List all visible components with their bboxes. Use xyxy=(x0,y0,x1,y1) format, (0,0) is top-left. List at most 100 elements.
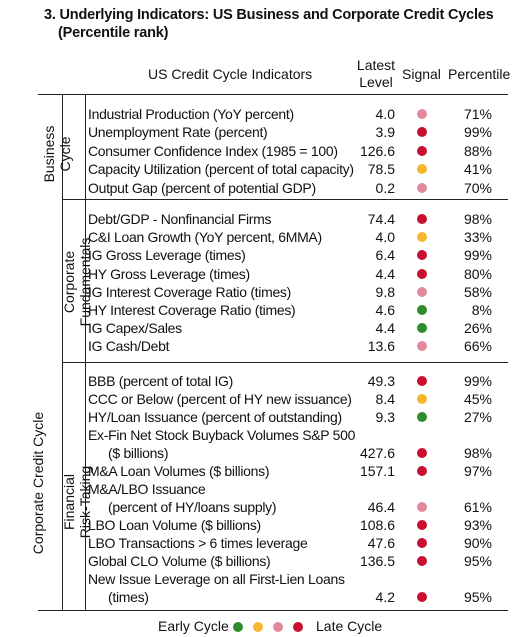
indicator-label: LBO Transactions > 6 times leverage xyxy=(88,535,308,551)
signal-dot-red xyxy=(417,448,427,458)
table-row: Industrial Production (YoY percent) 4.0 71… xyxy=(0,105,517,123)
percentile-value: 99% xyxy=(463,247,492,264)
signal-dot-red xyxy=(417,214,427,224)
signal-dot-red xyxy=(417,145,427,156)
latest-level: 4.0 xyxy=(375,229,395,246)
percentile-value: 27% xyxy=(463,409,492,425)
signal-dot-red xyxy=(417,127,427,138)
signal-dot-yellow xyxy=(417,164,427,175)
title-line-1: 3. Underlying Indicators: US Business an… xyxy=(44,7,494,23)
signal-dot-red xyxy=(417,376,427,386)
latest-level: 9.8 xyxy=(375,283,395,300)
latest-level: 157.1 xyxy=(359,463,395,479)
percentile-value: 95% xyxy=(463,553,492,569)
indicator-label: Consumer Confidence Index (1985 = 100) xyxy=(88,142,338,159)
latest-level: 6.4 xyxy=(375,247,395,264)
indicator-label: Global CLO Volume ($ billions) xyxy=(88,553,271,569)
table-row: (times) 4.2 95% xyxy=(0,588,517,606)
fundamentals-section-rule xyxy=(62,362,508,363)
percentile-value: 88% xyxy=(463,142,492,159)
percentile-value: 99% xyxy=(463,373,492,389)
table-row: IG Interest Coverage Ratio (times) 9.8 58% xyxy=(0,283,517,301)
percentile-value: 33% xyxy=(463,229,492,246)
percentile-value: 70% xyxy=(463,179,492,196)
latest-level: 4.4 xyxy=(375,265,395,282)
percentile-value: 66% xyxy=(463,338,492,355)
indicator-label: Ex-Fin Net Stock Buyback Volumes S&P 500 xyxy=(88,427,356,443)
latest-level: 3.9 xyxy=(375,124,395,141)
latest-level: 136.5 xyxy=(359,553,395,569)
percentile-value: 61% xyxy=(463,499,492,515)
header-indicators: US Credit Cycle Indicators xyxy=(148,66,313,82)
table-row: HY Interest Coverage Ratio (times) 4.6 8% xyxy=(0,301,517,319)
indicator-label: IG Capex/Sales xyxy=(88,320,182,337)
business-section-rule xyxy=(62,199,508,200)
signal-dot-green xyxy=(417,305,427,315)
subgroup-divider xyxy=(85,94,86,610)
table-row: Consumer Confidence Index (1985 = 100) 12… xyxy=(0,142,517,160)
signal-dot-yellow xyxy=(417,232,427,243)
indicator-label: C&I Loan Growth (YoY percent, 6MMA) xyxy=(88,229,322,246)
header-latest-line-1: Latest xyxy=(356,57,396,73)
signal-dot-pink xyxy=(417,341,427,352)
header-latest: Latest Level xyxy=(356,57,396,91)
table-row: IG Cash/Debt 13.6 66% xyxy=(0,337,517,355)
table-row: IG Gross Leverage (times) 6.4 99% xyxy=(0,246,517,264)
latest-level: 46.4 xyxy=(367,499,395,515)
legend-dot-pink xyxy=(273,622,283,632)
indicator-label: Debt/GDP - Nonfinancial Firms xyxy=(88,211,272,227)
percentile-value: 98% xyxy=(463,211,492,227)
signal-dot-green xyxy=(417,412,427,422)
percentile-value: 45% xyxy=(463,391,492,407)
latest-level: 49.3 xyxy=(367,373,395,389)
signal-dot-pink xyxy=(417,502,427,512)
latest-level: 4.2 xyxy=(375,589,395,605)
signal-dot-red xyxy=(417,592,427,602)
latest-level: 74.4 xyxy=(367,211,395,227)
signal-dot-red xyxy=(417,520,427,530)
latest-level: 4.4 xyxy=(375,320,395,337)
latest-level: 0.2 xyxy=(375,179,395,196)
legend-late-cycle: Late Cycle xyxy=(316,618,383,634)
signal-dot-red xyxy=(417,250,427,261)
title-line-2: (Percentile rank) xyxy=(58,25,169,41)
indicator-label: HY Gross Leverage (times) xyxy=(88,265,250,282)
indicator-label: New Issue Leverage on all First-Lien Loa… xyxy=(88,571,345,587)
percentile-value: 71% xyxy=(463,106,492,122)
header-signal: Signal xyxy=(402,66,441,82)
latest-level: 9.3 xyxy=(375,409,395,425)
indicator-label: (times) xyxy=(108,589,149,605)
latest-level: 47.6 xyxy=(367,535,395,551)
indicator-label: (percent of HY/loans supply) xyxy=(108,499,277,515)
indicator-label: IG Gross Leverage (times) xyxy=(88,247,246,264)
bottom-rule xyxy=(38,610,508,611)
table-row: M&A Loan Volumes ($ billions) 157.1 97% xyxy=(0,462,517,480)
percentile-value: 58% xyxy=(463,283,492,300)
percentile-value: 41% xyxy=(463,161,492,178)
legend-dot-red xyxy=(293,622,303,632)
table-row: BBB (percent of total IG) 49.3 99% xyxy=(0,372,517,390)
latest-level: 427.6 xyxy=(359,445,395,461)
indicator-label: LBO Loan Volume ($ billions) xyxy=(88,517,261,533)
indicator-label: Output Gap (percent of potential GDP) xyxy=(88,179,316,196)
percentile-value: 26% xyxy=(463,320,492,337)
indicator-label: IG Cash/Debt xyxy=(88,338,170,355)
indicator-label: Industrial Production (YoY percent) xyxy=(88,106,294,122)
indicator-label: Unemployment Rate (percent) xyxy=(88,124,268,141)
indicator-label: HY/Loan Issuance (percent of outstanding… xyxy=(88,409,342,425)
header-percentile: Percentile xyxy=(448,66,511,82)
indicator-label: M&A Loan Volumes ($ billions) xyxy=(88,463,270,479)
signal-dot-red xyxy=(417,556,427,566)
table-row: Capacity Utilization (percent of total c… xyxy=(0,160,517,178)
signal-dot-yellow xyxy=(417,394,427,404)
signal-dot-red xyxy=(417,538,427,548)
percentile-value: 97% xyxy=(463,463,492,479)
percentile-value: 95% xyxy=(463,589,492,605)
figure-title: 3. Underlying Indicators: US Business an… xyxy=(44,6,504,42)
indicator-label: M&A/LBO Issuance xyxy=(88,481,206,497)
signal-dot-red xyxy=(417,268,427,279)
legend-dot-green xyxy=(233,622,243,632)
table-row: Ex-Fin Net Stock Buyback Volumes S&P 500 xyxy=(0,426,517,444)
header-rule xyxy=(38,94,508,95)
table-row: (percent of HY/loans supply) 46.4 61% xyxy=(0,498,517,516)
